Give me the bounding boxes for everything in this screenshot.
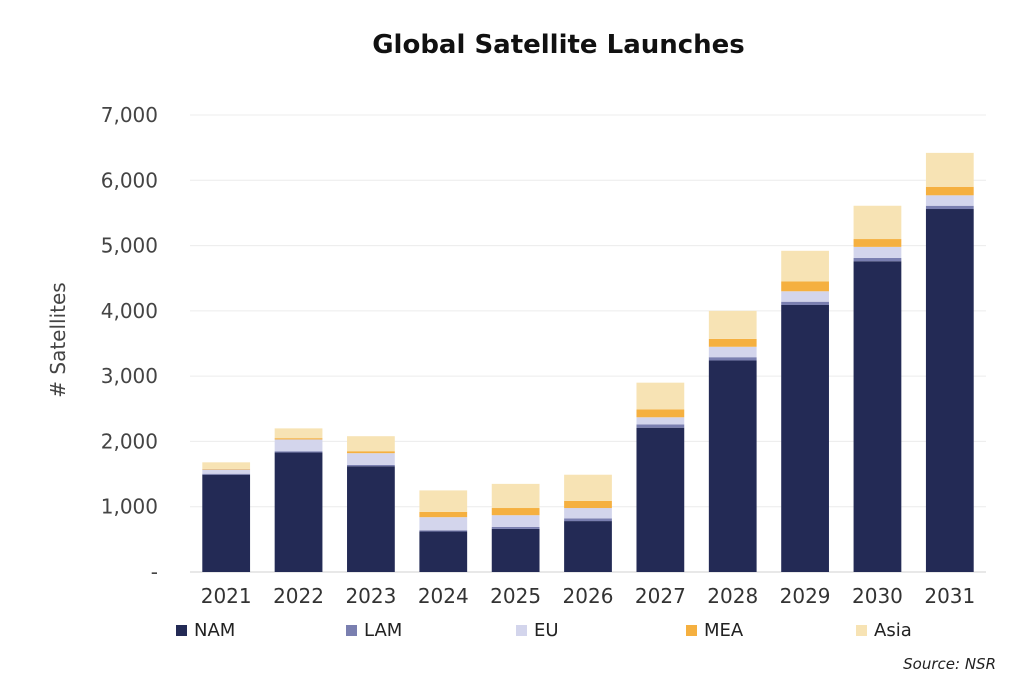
bar-segment-nam-2023 [347, 466, 395, 572]
bar-segment-nam-2030 [853, 261, 902, 572]
bar-segment-lam-2025 [491, 526, 540, 529]
y-tick-label: 2,000 [101, 429, 158, 453]
bar-segment-eu-2030 [853, 246, 902, 258]
legend-label: NAM [194, 620, 236, 641]
chart-title: Global Satellite Launches [372, 30, 745, 60]
bar-segment-lam-2024 [419, 530, 468, 532]
y-tick-label: 7,000 [101, 103, 158, 127]
legend-swatch [686, 625, 697, 636]
bar-segment-asia-2025 [491, 483, 540, 509]
bar-segment-mea-2023 [347, 451, 395, 454]
bar-segment-nam-2024 [419, 531, 468, 572]
bar-segment-lam-2027 [636, 424, 685, 428]
bar-segment-nam-2028 [708, 360, 757, 572]
bar-segment-asia-2031 [925, 152, 974, 187]
legend-label: LAM [364, 620, 403, 641]
y-tick-label: 3,000 [101, 364, 158, 388]
legend: NAM LAM EU MEA Asia [176, 620, 956, 642]
bar-segment-mea-2030 [853, 239, 902, 247]
bar-segment-nam-2029 [781, 304, 829, 572]
bar-segment-eu-2029 [781, 291, 829, 302]
y-tick-label: 4,000 [101, 299, 158, 323]
bar-segment-eu-2023 [347, 453, 395, 465]
bar-segment-nam-2026 [564, 521, 612, 572]
bar-segment-asia-2029 [781, 250, 829, 282]
x-tick-label: 2021 [201, 584, 252, 608]
bar-segment-asia-2030 [853, 205, 902, 240]
bar-segment-asia-2022 [274, 428, 323, 439]
bar-segment-lam-2021 [202, 473, 251, 475]
bar-segment-mea-2029 [781, 281, 829, 292]
bar-segment-mea-2026 [564, 500, 612, 509]
x-tick-label: 2023 [345, 584, 396, 608]
bar-segment-mea-2028 [708, 338, 757, 347]
bar-segment-lam-2029 [781, 301, 829, 305]
legend-label: Asia [874, 620, 912, 641]
bar-segment-mea-2027 [636, 409, 685, 418]
y-tick-label: 5,000 [101, 234, 158, 258]
bar-segment-lam-2026 [564, 518, 612, 522]
x-tick-label: 2028 [707, 584, 758, 608]
bar-segment-asia-2026 [564, 474, 612, 501]
legend-label: EU [534, 620, 559, 641]
legend-swatch [516, 625, 527, 636]
y-tick-label: 6,000 [101, 168, 158, 192]
bar-segment-asia-2028 [708, 310, 757, 339]
y-tick-label: - [151, 560, 158, 584]
bar-segment-lam-2022 [274, 451, 323, 453]
x-tick-label: 2027 [635, 584, 686, 608]
bar-segment-nam-2027 [636, 427, 685, 572]
legend-label: MEA [704, 620, 744, 641]
bar-segment-eu-2024 [419, 517, 468, 531]
source-note: Source: NSR [903, 655, 996, 673]
bar-segment-eu-2021 [202, 469, 251, 474]
x-axis-ticks: 2021 2022 2023 2024 2025 2026 2027 2028 2029 2030… [201, 584, 976, 608]
bar-segment-asia-2027 [636, 382, 685, 410]
bars [202, 152, 974, 573]
x-tick-label: 2031 [924, 584, 975, 608]
y-tick-label: 1,000 [101, 495, 158, 519]
bar-segment-nam-2031 [925, 209, 974, 573]
x-tick-label: 2024 [418, 584, 469, 608]
x-tick-label: 2030 [852, 584, 903, 608]
bar-segment-eu-2028 [708, 346, 757, 358]
legend-item-asia: Asia [856, 620, 912, 641]
bar-segment-nam-2021 [202, 474, 251, 572]
bar-segment-eu-2026 [564, 508, 612, 519]
x-tick-label: 2022 [273, 584, 324, 608]
bar-segment-asia-2023 [347, 436, 395, 452]
y-axis-ticks: - 1,000 2,000 3,000 4,000 5,000 6,000 7,000 [101, 103, 158, 584]
legend-item-nam: NAM [176, 620, 235, 641]
bar-segment-eu-2022 [274, 439, 323, 452]
bar-segment-mea-2022 [274, 438, 323, 440]
legend-swatch [346, 625, 357, 636]
bar-segment-mea-2024 [419, 511, 468, 518]
bar-segment-lam-2030 [853, 257, 902, 262]
legend-item-lam: LAM [346, 620, 402, 641]
bar-segment-lam-2023 [347, 464, 395, 467]
bar-segment-mea-2021 [202, 468, 251, 470]
bar-segment-eu-2025 [491, 515, 540, 527]
x-tick-label: 2025 [490, 584, 541, 608]
bar-segment-asia-2021 [202, 462, 251, 469]
bar-segment-lam-2031 [925, 205, 974, 210]
bar-segment-mea-2025 [491, 508, 540, 516]
bar-segment-lam-2028 [708, 357, 757, 361]
bar-segment-nam-2025 [491, 528, 540, 572]
x-tick-label: 2029 [780, 584, 831, 608]
bar-segment-eu-2027 [636, 417, 685, 425]
bar-segment-asia-2024 [419, 490, 468, 512]
bar-segment-mea-2031 [925, 186, 974, 196]
y-axis-label: # Satellites [46, 282, 70, 398]
legend-swatch [856, 625, 867, 636]
bar-segment-nam-2022 [274, 452, 323, 572]
legend-item-eu: EU [516, 620, 559, 641]
bar-segment-eu-2031 [925, 195, 974, 206]
legend-item-mea: MEA [686, 620, 743, 641]
legend-swatch [176, 625, 187, 636]
x-tick-label: 2026 [563, 584, 614, 608]
